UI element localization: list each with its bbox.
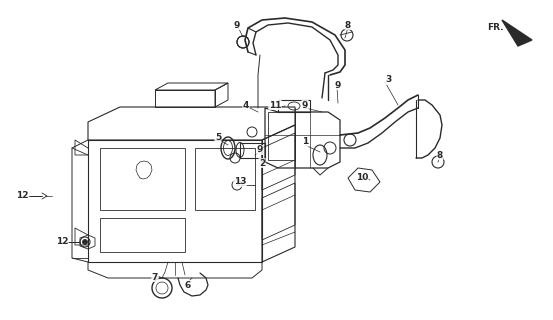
Text: 10: 10	[356, 173, 368, 182]
Text: 12: 12	[56, 237, 68, 246]
Text: 9: 9	[257, 146, 263, 155]
Text: 11: 11	[269, 100, 281, 109]
Text: FR.: FR.	[487, 22, 503, 31]
Text: 13: 13	[234, 178, 246, 187]
Text: 2: 2	[259, 158, 265, 167]
Text: 3: 3	[385, 76, 391, 84]
Text: 9: 9	[302, 100, 308, 109]
Polygon shape	[502, 20, 532, 46]
Text: 4: 4	[243, 100, 249, 109]
Text: 1: 1	[302, 138, 308, 147]
Circle shape	[82, 239, 87, 244]
Text: 9: 9	[234, 20, 240, 29]
Text: 12: 12	[15, 190, 28, 199]
Text: 7: 7	[152, 273, 158, 282]
Text: 8: 8	[345, 20, 351, 29]
Text: 8: 8	[437, 150, 443, 159]
Text: 6: 6	[185, 281, 191, 290]
Text: 9: 9	[335, 81, 341, 90]
Text: 5: 5	[215, 133, 221, 142]
